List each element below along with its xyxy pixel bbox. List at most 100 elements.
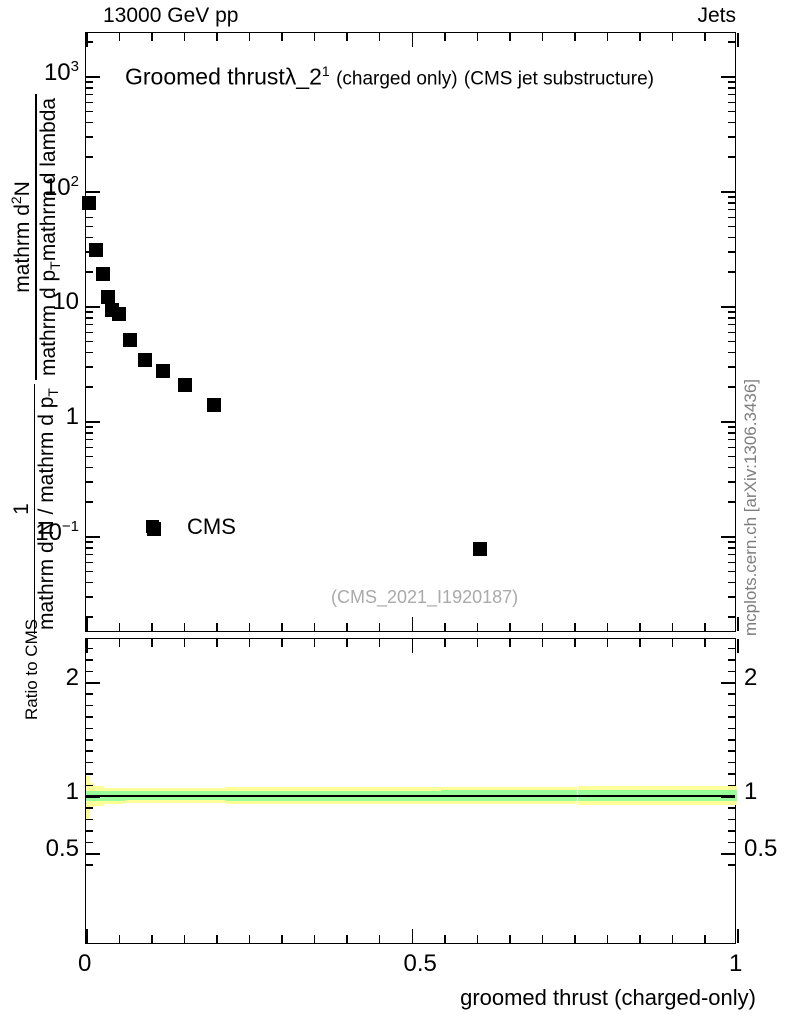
ratio-x-tick-minor-top	[444, 639, 446, 647]
y-tick-major-left	[86, 76, 100, 78]
x-tick-minor-bottom	[216, 623, 218, 631]
data-point-marker	[111, 306, 126, 321]
ratio-x-tick-minor-bottom	[346, 935, 348, 943]
y-axis-frac1-den-text: mathrm d N / mathrm d p	[35, 396, 59, 630]
x-tick-minor-top	[118, 33, 121, 41]
x-tick-minor-top	[541, 33, 544, 41]
x-tick-minor-bottom	[248, 623, 251, 631]
analysis-id-watermark: (CMS_2021_I1920187)	[331, 587, 519, 607]
ratio-y-tick-major-left	[86, 682, 100, 684]
y-tick-minor-right	[728, 446, 735, 449]
ratio-x-tick-minor-top	[216, 639, 218, 647]
y-tick-minor-right	[728, 311, 735, 313]
ratio-y-tick-minor-left	[86, 750, 93, 752]
ratio-x-tick-major-bottom	[411, 929, 414, 943]
plot-title-lambda-exponent: 1	[321, 63, 330, 79]
legend-marker-cms	[146, 520, 159, 533]
y-tick-minor-left	[86, 596, 93, 598]
ratio-x-tick-minor-bottom	[444, 935, 446, 943]
ratio-y-tick-label-right: 1	[744, 778, 758, 805]
y-tick-minor-left	[86, 426, 93, 428]
ratio-x-tick-minor-bottom	[313, 935, 316, 943]
y-tick-minor-right	[728, 466, 735, 469]
ratio-y-tick-minor-left	[86, 841, 93, 844]
ratio-y-tick-minor-right	[728, 807, 735, 809]
y-tick-minor-left	[86, 121, 93, 124]
y-tick-minor-left	[86, 446, 93, 449]
ratio-y-tick-major-left	[86, 853, 100, 855]
x-tick-minor-bottom	[346, 623, 348, 631]
y-tick-minor-left	[86, 323, 93, 326]
x-tick-label: 0.5	[403, 950, 437, 977]
y-tick-minor-right	[728, 426, 735, 428]
x-tick-minor-top	[574, 33, 576, 41]
ratio-x-tick-minor-bottom	[281, 935, 283, 943]
y-tick-minor-right	[728, 41, 735, 43]
x-tick-minor-top	[346, 33, 348, 41]
ratio-x-tick-minor-bottom	[248, 935, 251, 943]
y-tick-label: 10	[52, 288, 79, 315]
ratio-y-tick-minor-right	[728, 773, 735, 775]
y-tick-minor-left	[86, 81, 93, 83]
y-tick-minor-right	[728, 570, 735, 573]
y-tick-minor-right	[728, 101, 735, 104]
x-tick-minor-bottom	[313, 623, 316, 631]
ratio-x-tick-minor-top	[671, 639, 674, 647]
y-tick-major-right	[721, 191, 735, 193]
y-axis-frac1-den-subscript: T	[45, 388, 62, 397]
y-tick-minor-right	[728, 553, 735, 556]
plot-title-note-analysis: (CMS jet substructure)	[463, 68, 654, 90]
y-tick-minor-left	[86, 236, 93, 239]
y-axis-frac2-num-d: mathrm d	[11, 204, 35, 293]
x-tick-major-top	[737, 33, 739, 47]
ratio-y-tick-minor-right	[728, 739, 735, 741]
ratio-x-tick-minor-top	[183, 639, 186, 647]
y-axis-frac2-den-lambda: mathrm d lambda	[36, 97, 60, 262]
ratio-x-tick-minor-bottom	[541, 935, 544, 943]
y-tick-minor-left	[86, 553, 93, 556]
y-tick-minor-left	[86, 331, 93, 334]
y-tick-major-right	[721, 536, 735, 538]
data-point-marker	[137, 352, 152, 367]
y-tick-minor-right	[728, 547, 735, 549]
x-tick-minor-top	[248, 33, 251, 41]
y-tick-minor-left	[86, 311, 93, 313]
y-axis-frac2-den-subscript: T	[47, 261, 64, 270]
ratio-y-tick-label-right: 0.5	[744, 835, 778, 862]
y-tick-minor-right	[728, 121, 735, 124]
x-tick-minor-bottom	[118, 623, 121, 631]
ratio-y-tick-minor-right	[728, 830, 735, 832]
x-tick-minor-top	[606, 33, 609, 41]
ratio-x-tick-minor-top	[704, 639, 706, 647]
ratio-y-tick-minor-right	[728, 727, 735, 730]
y-tick-minor-right	[728, 438, 735, 441]
ratio-y-tick-minor-left	[86, 807, 93, 809]
x-tick-minor-top	[216, 33, 218, 41]
y-tick-minor-left	[86, 466, 93, 469]
y-tick-minor-right	[728, 87, 735, 89]
y-tick-minor-right	[728, 136, 735, 138]
y-axis-frac2-num-n: N	[11, 181, 35, 197]
y-tick-minor-left	[86, 432, 93, 434]
y-tick-minor-right	[728, 340, 735, 343]
data-point-marker	[472, 542, 487, 557]
ratio-y-tick-minor-left	[86, 784, 93, 787]
ratio-x-tick-minor-top	[281, 639, 283, 647]
ratio-y-tick-label-left: 0.5	[45, 835, 79, 862]
x-tick-minor-bottom	[378, 623, 381, 631]
plot-title: Groomed thrustλ_21 (charged only) (CMS j…	[125, 63, 654, 91]
x-tick-minor-bottom	[183, 623, 186, 631]
y-tick-minor-right	[728, 331, 735, 334]
ratio-y-tick-label-left: 1	[65, 778, 79, 805]
ratio-y-tick-minor-right	[728, 659, 735, 661]
y-tick-label: 102	[43, 173, 79, 201]
x-tick-major-top	[86, 33, 88, 47]
ratio-x-tick-minor-top	[574, 639, 576, 647]
y-tick-minor-left	[86, 317, 93, 319]
y-tick-major-right	[721, 306, 735, 308]
y-tick-major-left	[86, 191, 100, 193]
y-tick-minor-right	[728, 561, 735, 564]
ratio-y-tick-minor-left	[86, 704, 93, 707]
y-tick-minor-right	[728, 81, 735, 83]
header-category-label: Jets	[697, 4, 736, 27]
